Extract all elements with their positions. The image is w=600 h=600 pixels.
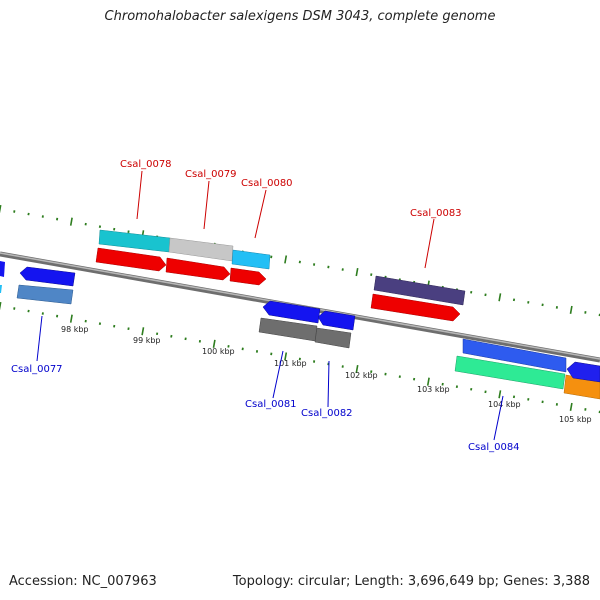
scale-label-99kbp: 99 kbp: [133, 336, 161, 345]
gene-feature-Csal_0079[interactable]: [165, 237, 234, 281]
forward-track-major-tick: [355, 267, 359, 277]
gene-feature-Csal_0080[interactable]: [229, 249, 271, 286]
gene-label-Csal_0077: Csal_0077: [11, 364, 63, 375]
reverse-track-minor-tick: [27, 309, 30, 313]
reverse-track-major-tick: [141, 327, 145, 336]
reverse-track-major-tick: [569, 402, 573, 411]
forward-track-major-tick: [569, 305, 573, 314]
reverse-track-major-tick: [212, 339, 216, 348]
reverse-track-minor-tick: [170, 334, 173, 338]
scale-label-103kbp: 103 kbp: [417, 385, 450, 394]
forward-track-major-tick: [498, 293, 502, 302]
gene-label-Csal_0079: Csal_0079: [185, 169, 237, 180]
reverse-track-minor-tick: [98, 322, 102, 325]
forward-track-major-tick: [0, 204, 2, 214]
scale-label-105kbp: 105 kbp: [559, 415, 592, 424]
accession-label: Accession: NC_007963: [9, 574, 157, 589]
scale-label-100kbp: 100 kbp: [202, 347, 235, 356]
gene-feature-left-edge[interactable]: [0, 261, 5, 293]
forward-track-major-tick: [69, 217, 73, 226]
gene-label-Csal_0082: Csal_0082: [301, 408, 353, 419]
reverse-track-minor-tick: [441, 382, 444, 386]
forward-track-major-tick: [284, 255, 288, 264]
reverse-track-major-tick: [284, 352, 288, 361]
scale-label-101kbp: 101 kbp: [274, 359, 307, 368]
gene-label-Csal_0083: Csal_0083: [410, 208, 462, 219]
forward-tick-track: [0, 204, 600, 317]
reverse-track-major-tick: [69, 314, 73, 323]
gene-feature-Csal_0083[interactable]: [370, 275, 466, 322]
reverse-tick-track: [0, 301, 600, 414]
gene-label-group-Csal_0080[interactable]: Csal_0080: [241, 178, 293, 239]
forward-track-minor-tick: [298, 260, 301, 264]
scale-label-98kbp: 98 kbp: [61, 325, 89, 334]
forward-track-minor-tick: [98, 225, 102, 228]
forward-track-minor-tick: [27, 212, 30, 216]
gene-feature-Csal_0084[interactable]: [454, 338, 567, 390]
gene-feature-Csal_0082[interactable]: [314, 310, 356, 349]
gene-feature-Csal_0077[interactable]: [16, 266, 76, 305]
gene-label-group-Csal_0084[interactable]: Csal_0084: [468, 395, 520, 453]
scale-label-102kbp: 102 kbp: [345, 371, 378, 380]
gene-label-Csal_0081: Csal_0081: [245, 399, 297, 410]
reverse-track-major-tick: [426, 377, 430, 386]
gene-label-Csal_0078: Csal_0078: [120, 159, 172, 170]
gene-label-Csal_0084: Csal_0084: [468, 442, 520, 453]
reverse-track-minor-tick: [298, 357, 301, 361]
gene-feature-Csal_0078[interactable]: [95, 229, 171, 272]
gene-label-group-Csal_0082[interactable]: Csal_0082: [301, 360, 353, 419]
scale-label-104kbp: 104 kbp: [488, 400, 521, 409]
gene-label-Csal_0080: Csal_0080: [241, 178, 293, 189]
scale-labels: 98 kbp 99 kbp 100 kbp 101 kbp 102 kbp 10…: [61, 325, 592, 424]
genome-title: Chromohalobacter salexigens DSM 3043, co…: [104, 9, 496, 24]
gene-feature-next-right[interactable]: [563, 361, 600, 400]
topology-label: Topology: circular; Length: 3,696,649 bp…: [232, 574, 590, 589]
reverse-track-major-tick: [498, 390, 502, 399]
gene-label-group-Csal_0083[interactable]: Csal_0083: [410, 208, 462, 269]
gene-label-group-Csal_0081[interactable]: Csal_0081: [245, 350, 297, 410]
gene-label-group-Csal_0079[interactable]: Csal_0079: [185, 169, 237, 230]
gene-label-group-Csal_0078[interactable]: Csal_0078: [120, 159, 172, 220]
reverse-track-major-tick: [355, 364, 359, 374]
gene-label-group-Csal_0077[interactable]: Csal_0077: [11, 315, 63, 375]
reverse-track-minor-tick: [370, 370, 373, 373]
forward-track-minor-tick: [370, 273, 373, 276]
reverse-track-major-tick: [0, 301, 2, 311]
